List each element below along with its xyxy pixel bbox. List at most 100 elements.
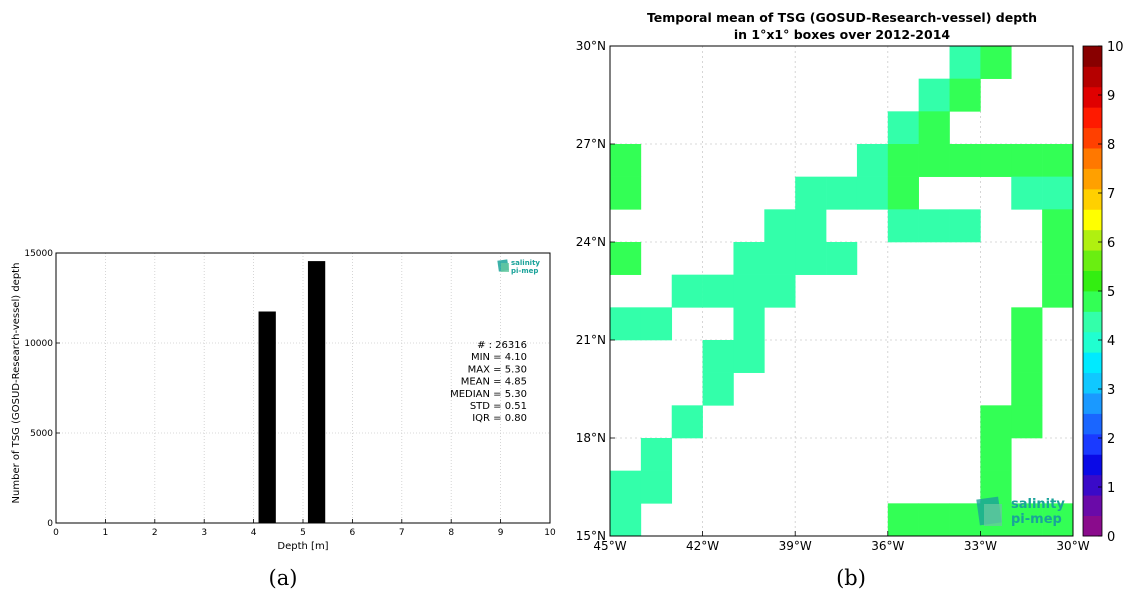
map-cell — [671, 405, 703, 439]
map-x-tick-label: 36°W — [871, 539, 904, 553]
map-cell — [1042, 176, 1074, 210]
map-cell — [887, 176, 919, 210]
colorbar-segment — [1083, 229, 1102, 251]
colorbar-segment — [1083, 495, 1102, 516]
histogram-x-tick-label: 10 — [544, 528, 556, 538]
map-cell — [949, 78, 981, 112]
map-cell — [1011, 176, 1043, 210]
map-cell — [610, 144, 642, 177]
map-title-line2: in 1°x1° boxes over 2012-2014 — [734, 27, 951, 42]
colorbar-segment — [1083, 291, 1102, 312]
colorbar-segment — [1083, 66, 1102, 88]
map-x-tick-label: 45°W — [593, 539, 626, 553]
map-cell — [640, 438, 673, 471]
map-cell — [1011, 144, 1043, 177]
map-cell — [826, 176, 858, 210]
colorbar-tick-label: 10 — [1107, 40, 1124, 55]
map-cell — [1011, 405, 1043, 439]
map-cell — [887, 503, 919, 537]
map-x-tick-label: 42°W — [686, 539, 719, 553]
map-y-ticks: 15°N 18°N 21°N 24°N 27°N 30°N — [576, 39, 615, 543]
colorbar-segment — [1083, 148, 1102, 169]
map-y-tick-label: 15°N — [576, 529, 606, 543]
colorbar-segment — [1083, 311, 1102, 333]
logo-mark-icon-inner — [984, 504, 1002, 526]
map-cell — [1042, 503, 1074, 537]
histogram-x-tick-label: 0 — [53, 528, 59, 538]
histogram-x-tick-label: 7 — [399, 528, 405, 538]
map-cell — [949, 46, 981, 79]
histogram-panel: 0 1 2 3 4 5 6 7 8 9 10 0 5000 10000 15000 Depth [m] N… — [11, 249, 556, 552]
map-cell — [1011, 307, 1043, 341]
histogram-x-tick-label: 6 — [350, 528, 356, 538]
map-cell — [887, 209, 919, 243]
colorbar-segment — [1083, 454, 1102, 476]
map-cell — [980, 144, 1012, 177]
colorbar-tick-label: 2 — [1107, 432, 1115, 447]
map-cell — [764, 242, 796, 275]
map-cell — [610, 176, 642, 210]
histogram-y-axis-label: Number of TSG (GOSUD-Research-vessel) de… — [11, 263, 22, 504]
map-y-tick-label: 27°N — [576, 137, 606, 151]
colorbar-segment — [1083, 168, 1102, 190]
logo-text-line2: pi-mep — [1011, 512, 1062, 527]
map-cell — [795, 242, 827, 275]
colorbar-segment — [1083, 86, 1102, 108]
map-logo: salinity pi-mep — [976, 496, 1065, 527]
histogram-stat-line: IQR = 0.80 — [472, 413, 527, 424]
histogram-stat-line: MAX = 5.30 — [468, 364, 527, 375]
histogram-y-tick-label: 5000 — [30, 429, 53, 439]
histogram-x-tick-label: 3 — [201, 528, 207, 538]
map-x-tick-label: 33°W — [964, 539, 997, 553]
colorbar-segment — [1083, 250, 1102, 271]
histogram-stat-line: STD = 0.51 — [470, 401, 527, 412]
colorbar-tick-label: 9 — [1107, 89, 1115, 104]
colorbar-tick-label: 8 — [1107, 138, 1115, 153]
map-cell — [1042, 144, 1074, 177]
colorbar-segment — [1083, 413, 1102, 435]
map-cell — [1042, 274, 1074, 308]
map-cell — [918, 209, 950, 243]
map-cell — [733, 307, 765, 341]
map-cell — [826, 242, 858, 275]
histogram-bars — [258, 261, 326, 523]
histogram-y-tick-label: 15000 — [24, 249, 53, 259]
map-cell — [640, 470, 673, 504]
colorbar-segment — [1083, 46, 1102, 67]
colorbar-tick-label: 5 — [1107, 285, 1115, 300]
colorbar-segment — [1083, 372, 1102, 394]
colorbar-segment — [1083, 433, 1102, 455]
map-cell — [733, 340, 765, 373]
map-cell — [918, 78, 950, 112]
colorbar-segment — [1083, 474, 1102, 496]
map-x-ticks: 45°W 42°W 39°W 36°W 33°W 30°W — [593, 531, 1090, 553]
colorbar-segment — [1083, 107, 1102, 129]
histogram-y-tick-label: 0 — [47, 519, 53, 529]
map-cell — [856, 144, 889, 177]
map-x-tick-label: 39°W — [779, 539, 812, 553]
map-cell — [1042, 209, 1074, 243]
colorbar-tick-label: 0 — [1107, 530, 1115, 545]
map-cell — [918, 144, 950, 177]
map-cell — [610, 470, 642, 504]
map-cell — [610, 307, 642, 341]
colorbar-segment — [1083, 270, 1102, 292]
map-cell — [671, 274, 703, 308]
map-y-tick-label: 24°N — [576, 235, 606, 249]
map-x-tick-label: 30°W — [1056, 539, 1089, 553]
histogram-x-tick-label: 8 — [448, 528, 454, 538]
histogram-x-tick-label: 9 — [498, 528, 504, 538]
histogram-logo: salinity pi-mep — [497, 259, 540, 275]
map-cell — [702, 340, 734, 373]
colorbar-tick-label: 3 — [1107, 383, 1115, 398]
colorbar-tick-label: 7 — [1107, 187, 1115, 202]
map-cell — [980, 46, 1012, 79]
map-cell — [980, 438, 1012, 471]
logo-text-line1: salinity — [1011, 497, 1065, 512]
histogram-x-axis-label: Depth [m] — [277, 541, 328, 552]
histogram-y-ticks: 0 5000 10000 15000 — [24, 249, 60, 529]
map-cell — [949, 144, 981, 177]
histogram-x-tick-label: 1 — [103, 528, 109, 538]
map-cell — [764, 274, 796, 308]
